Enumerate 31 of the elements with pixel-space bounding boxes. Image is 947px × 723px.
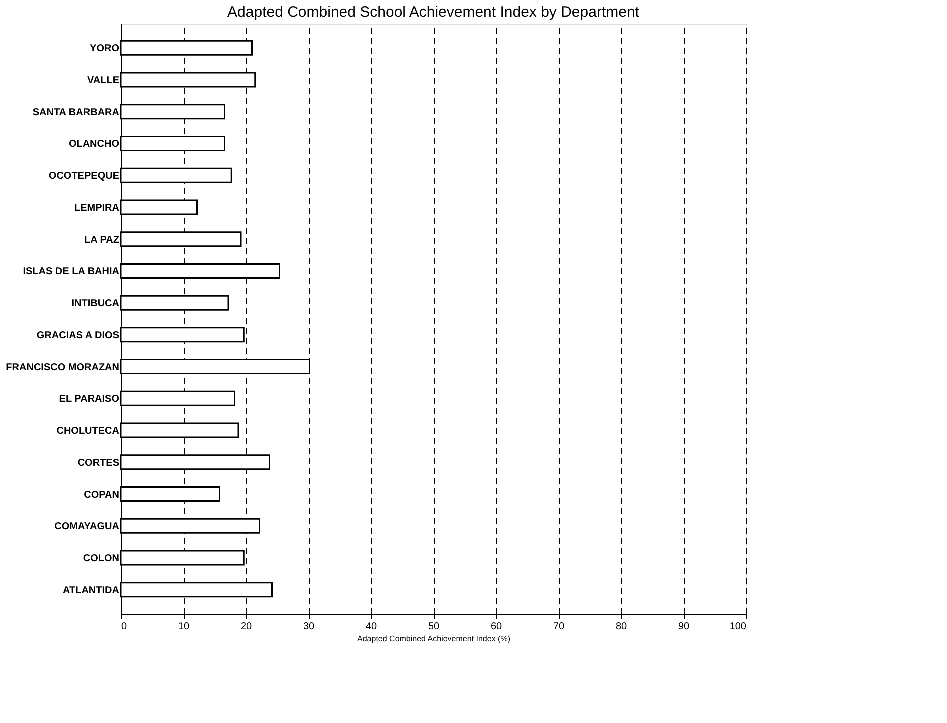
y-tick-label: EL PARAISO <box>59 394 120 406</box>
x-tick-label: 20 <box>240 622 252 632</box>
x-tick-label: 90 <box>678 622 690 632</box>
y-tick-label: LA PAZ <box>84 234 120 246</box>
x-axis-title: Adapted Combined Achievement Index (%) <box>358 634 511 644</box>
y-tick-label: CORTES <box>78 458 120 469</box>
y-tick-label: SANTA BARBARA <box>32 107 120 118</box>
x-tick-label: 60 <box>490 622 502 632</box>
y-tick-label: LEMPIRA <box>74 202 120 214</box>
y-tick-label: YORO <box>90 44 120 55</box>
x-tick-label: 50 <box>428 622 440 632</box>
chart-title: Adapted Combined School Achievement Index by Department <box>228 4 640 21</box>
y-tick-label: OCOTEPEQUE <box>48 171 120 182</box>
x-tick-label: 0 <box>122 622 128 632</box>
y-tick-label: FRANCISCO MORAZAN <box>6 362 120 374</box>
y-tick-label: COMAYAGUA <box>54 522 120 533</box>
x-tick-label: 100 <box>730 622 747 632</box>
y-tick-label: VALLE <box>87 75 120 86</box>
x-tick-label: 70 <box>553 622 565 632</box>
y-tick-label: GRACIAS A DIOS <box>36 330 120 342</box>
y-tick-label: ATLANTIDA <box>63 585 120 596</box>
y-tick-label: INTIBUCA <box>72 298 120 310</box>
x-tick-label: 80 <box>616 622 628 632</box>
y-tick-label: OLANCHO <box>68 139 120 150</box>
y-tick-label: ISLAS DE LA BAHIA <box>23 266 120 278</box>
x-tick-label: 40 <box>366 622 378 632</box>
x-tick-label: 10 <box>178 622 190 632</box>
x-tick-label: 30 <box>303 622 315 632</box>
y-tick-label: COLON <box>83 554 120 565</box>
y-tick-label: COPAN <box>84 490 120 501</box>
y-tick-label: CHOLUTECA <box>56 426 120 438</box>
